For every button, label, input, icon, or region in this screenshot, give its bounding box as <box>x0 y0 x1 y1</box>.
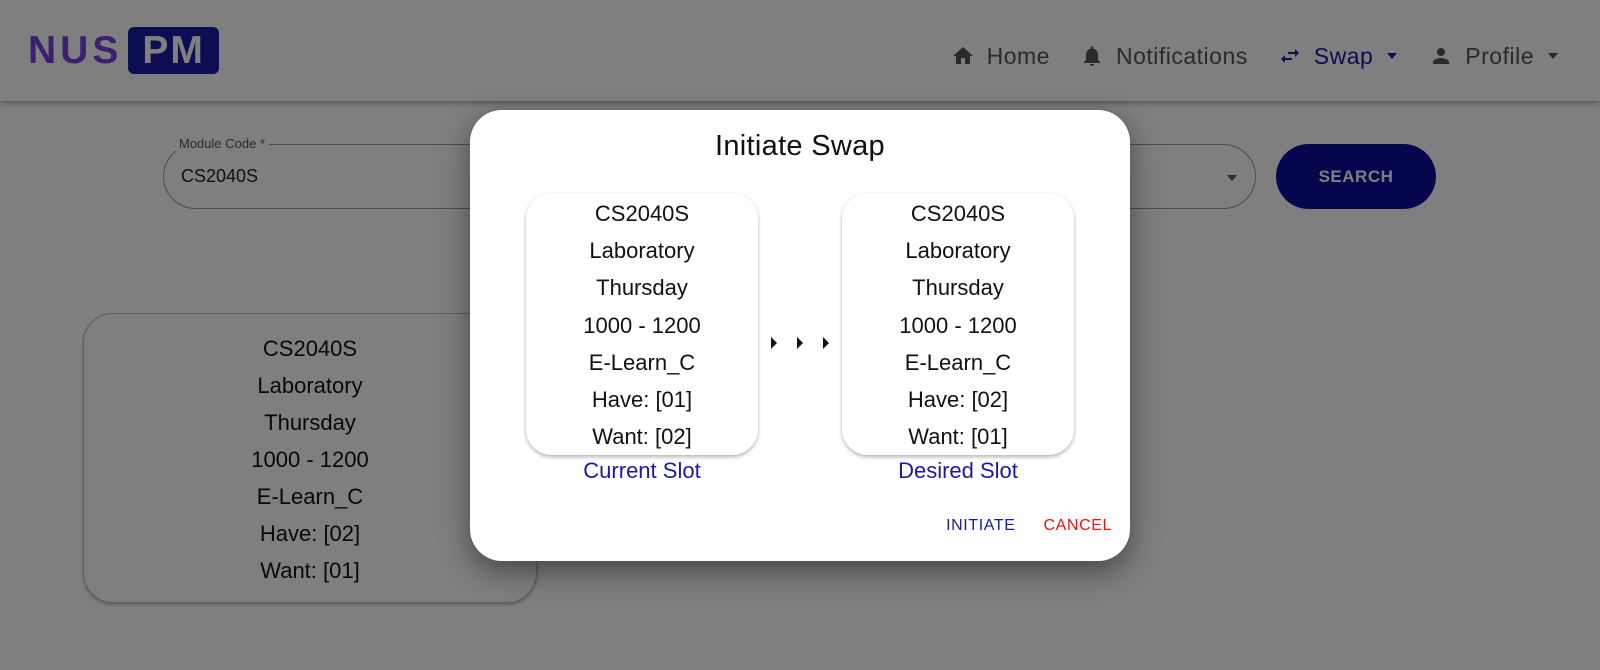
play-arrow-icon <box>823 337 829 349</box>
current-slot-column: CS2040S Laboratory Thursday 1000 - 1200 … <box>526 193 758 484</box>
desired-slot-caption: Desired Slot <box>898 458 1018 483</box>
slot-day: Thursday <box>596 275 688 301</box>
desired-slot-card: CS2040S Laboratory Thursday 1000 - 1200 … <box>842 193 1074 455</box>
slot-lesson-type: Laboratory <box>905 238 1011 264</box>
slot-venue: E-Learn_C <box>588 349 696 375</box>
current-slot-card: CS2040S Laboratory Thursday 1000 - 1200 … <box>526 193 758 455</box>
slot-lesson-type: Laboratory <box>589 238 695 264</box>
dialog-actions: INITIATE CANCEL <box>918 513 1112 539</box>
desired-slot-column: CS2040S Laboratory Thursday 1000 - 1200 … <box>842 193 1074 484</box>
slot-day: Thursday <box>912 275 1004 301</box>
slot-want: Want: [01] <box>908 424 1008 450</box>
initiate-swap-dialog: Initiate Swap CS2040S Laboratory Thursda… <box>470 110 1130 561</box>
initiate-button[interactable]: INITIATE <box>946 513 1015 539</box>
play-arrow-icon <box>771 337 777 349</box>
slot-module-code: CS2040S <box>594 201 690 226</box>
slot-module-code: CS2040S <box>910 201 1006 226</box>
slot-time: 1000 - 1200 <box>583 312 701 338</box>
swap-direction-arrows <box>768 337 832 349</box>
play-arrow-icon <box>797 337 803 349</box>
dialog-title: Initiate Swap <box>715 130 885 162</box>
slot-venue: E-Learn_C <box>904 349 1012 375</box>
cancel-button[interactable]: CANCEL <box>1043 513 1112 539</box>
slot-have: Have: [02] <box>907 387 1009 413</box>
current-slot-caption: Current Slot <box>583 458 701 483</box>
slot-want: Want: [02] <box>592 424 692 450</box>
slot-time: 1000 - 1200 <box>899 312 1017 338</box>
slot-have: Have: [01] <box>591 387 693 413</box>
